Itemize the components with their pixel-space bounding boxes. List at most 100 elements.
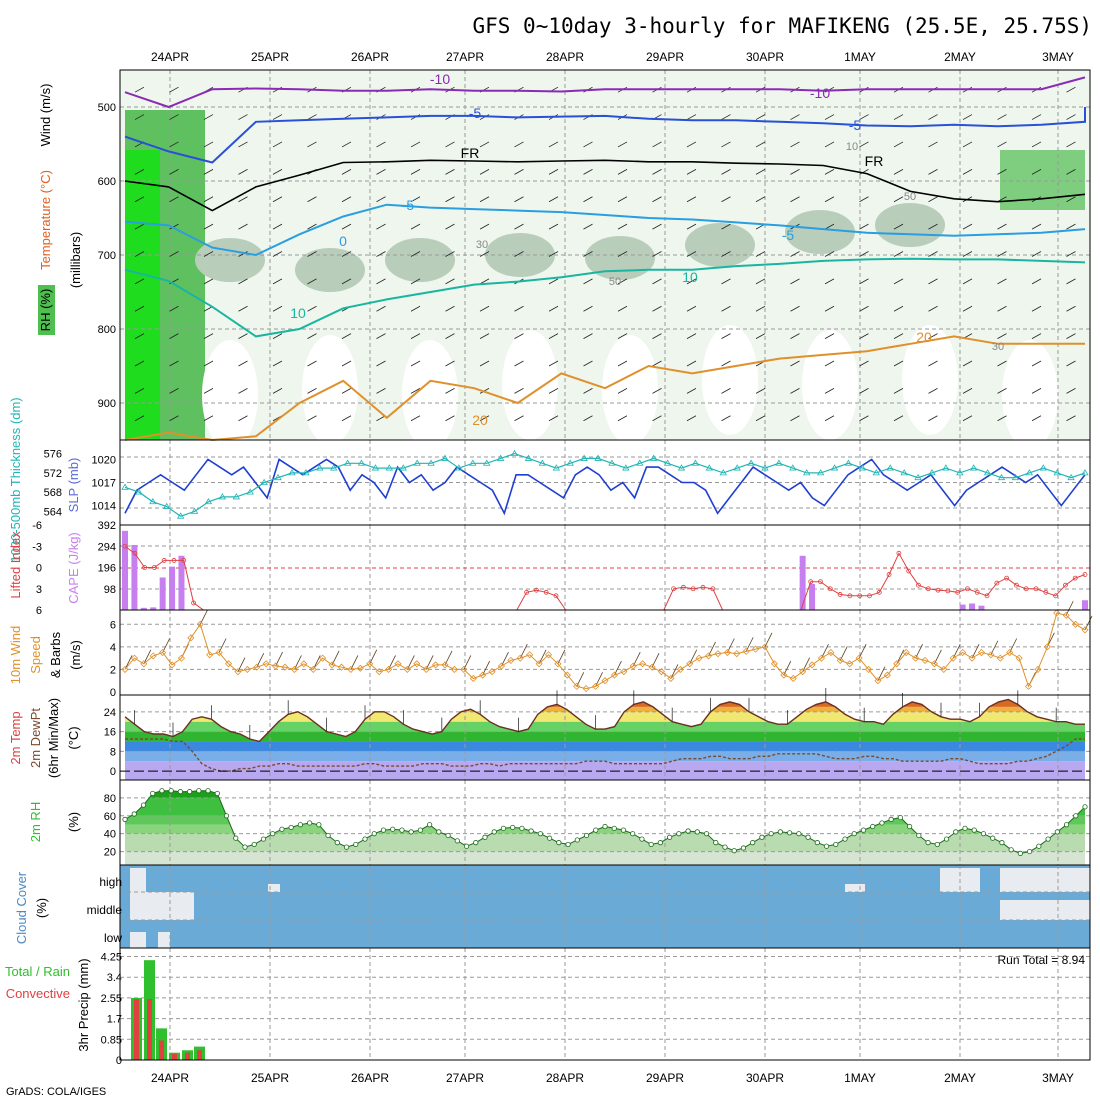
date-tick-bottom: 2MAY [944,1071,976,1085]
cloud-axis-label-2: (%) [34,898,49,918]
thickness-marker [274,473,282,481]
wind-speed-marker [469,674,477,683]
wind-speed-marker [1053,609,1061,617]
lifted-index-marker [837,592,843,597]
pressure-axis-label: (millibars) [68,232,83,288]
wind-barb [617,196,628,203]
wind-barb [169,251,179,257]
wind-speed-marker [253,663,261,671]
wind-speed-marker [149,652,157,660]
wind-barb [514,168,524,175]
lifted-index-marker [690,586,696,592]
wind-barb [514,141,524,148]
wind-speed-marker [949,654,957,662]
wind-barb [652,251,662,257]
wind-barb [617,305,628,312]
run-total-annotation: Run Total = 8.94 [997,953,1085,967]
rh-band [125,797,1085,816]
contour-label: 30 [476,239,488,251]
lifted-index-marker [700,584,706,590]
thickness-marker [983,469,992,476]
wind-barb [617,333,628,339]
wind-barb [824,333,835,339]
wind-barb [583,333,593,339]
wind-speed-marker [479,671,487,679]
wind-barb [548,305,559,312]
thickness-marker [232,493,241,500]
wind-barb [169,86,179,93]
wind-barb [203,141,214,148]
wind-barb [203,168,214,175]
wind-barb [893,388,904,394]
wind-barb [307,388,317,394]
wind-speed-marker [902,648,910,657]
wind-speed-marker [977,648,986,657]
wind-barb [1066,305,1076,312]
wind-barb [410,415,421,422]
wind-barb [410,333,421,339]
wind-barb [686,388,697,394]
wind-barb [686,114,697,120]
wind-barb [583,196,593,203]
contour-10 [124,257,1086,338]
cape-bar [159,577,166,610]
wind-barb [997,388,1007,394]
lifted-index-marker [808,579,814,585]
wind-barb [824,168,835,175]
wind-speed-marker [761,643,769,651]
wind-speed-marker [1081,626,1089,634]
thickness-marker [260,478,268,485]
wind-barb [721,141,731,148]
thickness-marker [1067,473,1075,481]
wind-barb [1066,251,1076,257]
wind-barb [859,251,869,257]
wind-barb [376,305,386,312]
wind-barb [652,141,662,148]
rh-band [125,824,1085,834]
precip-legend-convective: Convective [6,986,70,1001]
wind-barb [755,388,766,394]
wind-barb [479,223,490,230]
wind-barb [721,114,731,120]
rh-dry-patch [902,325,958,435]
wind-speed-marker [733,650,741,658]
wind-barb [790,141,800,148]
wind-barb [134,360,145,367]
rh-legend-swatch [38,285,55,335]
wind-barb [652,278,662,285]
rh-marker [491,829,497,835]
wind-barb [790,278,800,285]
rh-dry-patch [602,335,658,445]
wind-barb [893,141,904,148]
wind-barb [548,251,559,257]
thickness-tick: 564 [44,506,62,518]
wind-barb [617,141,628,148]
rh-marker [879,820,885,826]
date-tick-bottom: 1MAY [844,1071,876,1085]
date-tick-bottom: 30APR [746,1071,784,1085]
wind-barb [686,141,697,148]
wind-barb [721,223,731,230]
thickness-marker [956,469,964,476]
wind-barb [514,333,524,339]
rh-patch [685,223,755,267]
rh-marker [510,824,516,831]
wind-barb [859,333,869,339]
wind-barb [893,168,904,175]
rh-marker [251,841,257,848]
lifted-index-marker [906,568,912,574]
wind-barb [169,114,179,120]
thickness-line [124,452,1086,517]
wind-barb [652,223,662,230]
thickness-marker [496,454,505,461]
wind-barb [410,278,421,285]
wind-speed-marker [328,661,336,669]
wind-speed-marker [827,648,835,657]
wind-speed-marker [592,682,600,690]
lifted-index-marker [1053,593,1059,599]
wind-barb [341,278,352,285]
clear-sky-patch [1000,900,1090,920]
wind-barb [203,333,214,339]
lifted-index-marker [867,593,872,599]
wind-barb [893,196,904,203]
